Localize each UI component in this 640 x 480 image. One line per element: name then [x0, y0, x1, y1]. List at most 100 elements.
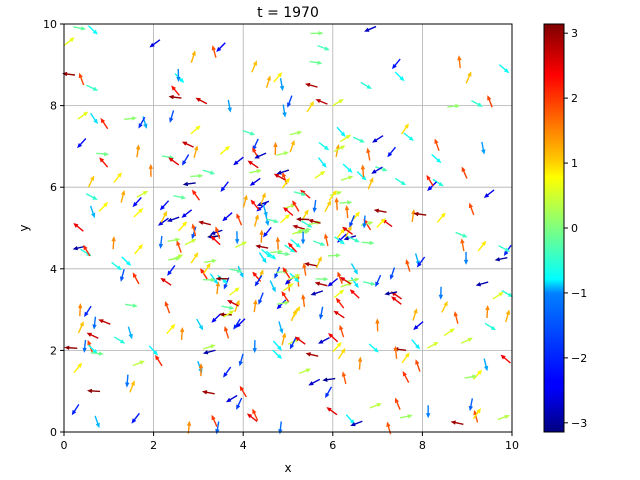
quiver-arrow — [265, 75, 271, 88]
quiver-arrow — [168, 94, 182, 100]
quiver-arrow — [190, 50, 196, 63]
quiver-arrow — [318, 141, 330, 151]
quiver-arrow — [317, 157, 327, 168]
quiver-arrow — [284, 244, 296, 253]
quiver-arrow — [73, 26, 87, 31]
quiver-arrow — [181, 209, 193, 218]
quiver-arrow — [276, 169, 290, 175]
quiver-arrow — [210, 235, 221, 246]
plot-background — [64, 24, 512, 432]
quiver-arrow — [273, 173, 286, 181]
quiver-arrow — [292, 224, 306, 230]
quiver-arrow — [96, 151, 110, 157]
quiver-arrow — [229, 268, 243, 273]
quiver-arrow — [132, 360, 145, 367]
quiver-arrow — [233, 156, 244, 166]
quiver-arrow — [494, 256, 508, 262]
quiver-arrow — [87, 388, 101, 394]
quiver-arrow — [315, 99, 328, 105]
quiver-arrow — [333, 145, 346, 153]
quiver-arrow — [159, 200, 170, 211]
quiver-arrow — [190, 173, 204, 179]
quiver-arrow — [277, 251, 291, 257]
quiver-arrow — [293, 191, 307, 197]
quiver-arrow — [84, 305, 92, 317]
quiver-arrow — [318, 337, 330, 344]
quiver-arrow — [483, 358, 489, 372]
quiver-arrow — [475, 281, 489, 287]
quiver-arrow — [234, 299, 240, 313]
quiver-arrow — [376, 217, 386, 228]
quiver-arrow — [191, 189, 201, 201]
quiver-arrow — [78, 303, 83, 317]
quiver-arrow — [191, 223, 197, 237]
quiver-arrow — [307, 218, 321, 224]
quiver-arrow — [371, 166, 383, 174]
quiver-arrow — [416, 256, 426, 268]
quiver-arrow — [171, 85, 180, 96]
quiver-arrow — [314, 281, 328, 287]
quiver-arrow — [328, 332, 339, 343]
quiver-arrow — [366, 147, 371, 161]
quiver-arrow — [131, 412, 140, 424]
quiver-arrow — [333, 289, 345, 299]
quiver-arrow — [401, 123, 409, 135]
quiver-arrow — [111, 261, 123, 271]
quiver-arrow — [368, 343, 379, 353]
quiver-arrow — [399, 414, 413, 419]
quiver-arrow — [453, 311, 459, 324]
quiver-arrow — [235, 241, 248, 249]
quiver-arrow — [434, 138, 440, 152]
colorbar-tick-label: 0 — [571, 222, 578, 235]
quiver-arrow — [305, 352, 319, 357]
x-tick-label: 2 — [150, 439, 157, 452]
quiver-arrow — [179, 326, 185, 340]
quiver-arrow — [224, 326, 230, 339]
quiver-arrow — [83, 244, 91, 257]
quiver-arrow — [77, 321, 84, 334]
quiver-arrow — [223, 310, 235, 318]
quiver-arrow — [443, 328, 455, 337]
quiver-arrow — [332, 341, 342, 353]
quiver-arrow — [339, 200, 353, 205]
quiver-arrow — [498, 64, 510, 74]
quiver-arrow — [196, 318, 204, 331]
quiver-arrow — [129, 380, 135, 393]
quiver-arrow — [294, 336, 306, 345]
quiver-arrow — [296, 229, 310, 235]
quiver-arrow — [317, 44, 330, 51]
quiver-arrow — [288, 274, 301, 281]
quiver-arrow — [269, 280, 276, 293]
quiver-arrow — [325, 386, 333, 399]
quiver-arrow — [281, 291, 290, 303]
quiver-arrow — [322, 377, 336, 382]
quiver-arrow — [401, 352, 410, 364]
quiver-arrow — [326, 407, 338, 416]
quiver-arrow — [298, 227, 312, 232]
quiver-arrow — [314, 170, 326, 179]
quiver-arrow — [85, 193, 98, 200]
quiver-arrow — [202, 169, 216, 175]
arrow-field — [62, 25, 514, 435]
quiver-arrow — [432, 178, 444, 187]
quiver-arrow — [202, 349, 216, 355]
quiver-arrow — [283, 207, 294, 217]
quiver-arrow — [292, 200, 300, 212]
quiver-arrow — [387, 146, 397, 158]
y-tick-label: 0 — [50, 426, 57, 439]
quiver-arrow — [252, 408, 259, 421]
y-axis-label: y — [17, 224, 31, 231]
quiver-arrow — [203, 258, 217, 264]
quiver-arrow — [292, 305, 301, 318]
quiver-arrow — [500, 354, 511, 364]
quiver-arrow — [412, 308, 418, 321]
y-tick-label: 2 — [50, 344, 57, 357]
quiver-arrow — [124, 116, 138, 121]
quiver-arrow — [211, 414, 218, 427]
quiver-arrow — [431, 153, 442, 164]
quiver-arrow — [239, 385, 247, 398]
quiver-arrow — [301, 294, 306, 307]
quiver-arrow — [121, 256, 132, 266]
quiver-arrow — [113, 172, 122, 183]
quiver-arrow — [223, 366, 232, 378]
